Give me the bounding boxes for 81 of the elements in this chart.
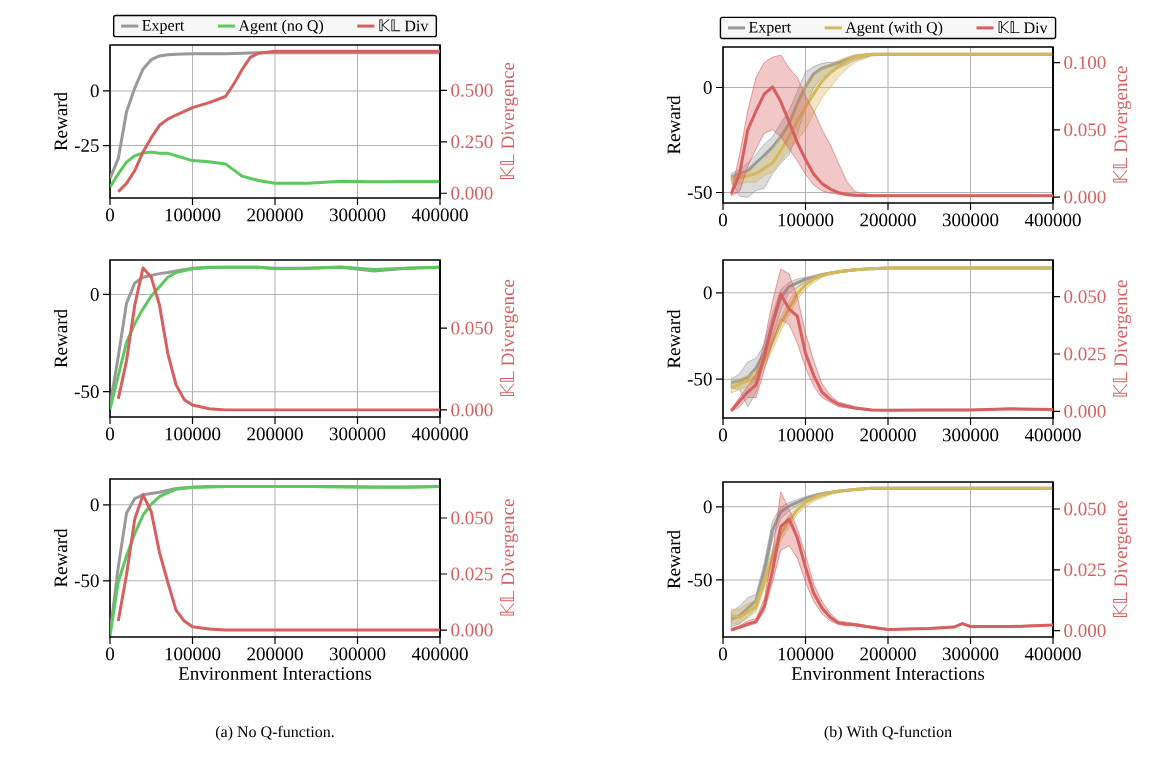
x-tick-label: 300000 — [942, 647, 999, 661]
y2-tick-label: 0.050 — [451, 511, 493, 525]
x-tick-label: 400000 — [411, 427, 468, 441]
y2-tick-label: 0.250 — [451, 135, 493, 149]
x-tick-label: 200000 — [860, 647, 916, 661]
y-tick-label: 0 — [90, 288, 99, 301]
x-tick-label: 200000 — [860, 213, 916, 227]
y2-tick-label: 0.000 — [1064, 624, 1106, 638]
x-tick-label: 100000 — [778, 647, 834, 661]
x-tick-label: 0 — [718, 428, 728, 442]
y-tick-label: -50 — [687, 186, 712, 199]
legend-label: Agent (no Q) — [238, 19, 324, 35]
x-tick-label: 400000 — [411, 208, 468, 222]
y2-axis-title: 𝕂𝕃 Divergence — [500, 499, 519, 616]
x-tick-label: 0 — [105, 647, 115, 661]
x-tick-label: 400000 — [1024, 647, 1081, 661]
text: (a) No Q-function. — [215, 725, 334, 741]
y-tick-label: -25 — [74, 139, 99, 152]
x-tick-label: 300000 — [329, 647, 386, 661]
y-tick-label: -50 — [687, 372, 712, 386]
x-tick-label: 400000 — [411, 647, 468, 661]
y-axis-title: Reward — [666, 95, 681, 154]
x-tick-label: 300000 — [329, 427, 386, 441]
text: (b) With Q-function — [824, 725, 952, 741]
y-tick-label: 0 — [90, 498, 99, 512]
x-tick-label: 200000 — [860, 428, 916, 442]
y-axis-title: Reward — [666, 530, 681, 589]
x-tick-label: 300000 — [329, 208, 386, 222]
x-tick-label: 100000 — [778, 428, 834, 442]
y-tick-label: -50 — [687, 573, 712, 587]
y2-axis-title: 𝕂𝕃 Divergence — [1113, 66, 1132, 183]
legend-label: Expert — [748, 21, 792, 36]
legend-label: 𝕂𝕃 Div — [379, 19, 429, 32]
legend-label: 𝕂𝕃 Div — [998, 21, 1048, 34]
y2-tick-label: 0.000 — [451, 623, 493, 637]
y2-tick-label: 0.100 — [1064, 56, 1106, 70]
x-tick-label: 300000 — [942, 428, 999, 442]
y2-tick-label: 0.025 — [1064, 563, 1106, 577]
y-axis-title: Reward — [53, 92, 68, 151]
y2-tick-label: 0.050 — [1064, 502, 1106, 516]
x-tick-label: 0 — [105, 427, 115, 441]
y-tick-label: -50 — [74, 385, 99, 399]
x-tick-label: 300000 — [942, 213, 999, 227]
y2-tick-label: 0.050 — [1064, 290, 1106, 304]
y2-tick-label: 0.000 — [451, 403, 493, 417]
x-tick-label: 0 — [718, 647, 728, 661]
y-tick-label: 0 — [703, 81, 712, 94]
x-tick-label: 0 — [105, 208, 115, 222]
legend-label: Expert — [142, 20, 185, 34]
x-tick-label: 100000 — [165, 427, 221, 441]
x-tick-label: 400000 — [1024, 213, 1081, 227]
y2-tick-label: 0.000 — [451, 186, 493, 200]
x-tick-label: 200000 — [247, 208, 303, 222]
y2-axis-title: 𝕂𝕃 Divergence — [500, 62, 519, 179]
x-tick-label: 100000 — [165, 208, 221, 222]
x-axis-title: Environment Interactions — [791, 667, 985, 680]
x-tick-label: 200000 — [247, 647, 303, 661]
y-tick-label: 0 — [703, 286, 712, 300]
y2-axis-title: 𝕂𝕃 Divergence — [1113, 500, 1132, 617]
y-axis-title: Reward — [53, 528, 68, 587]
y-tick-label: 0 — [703, 500, 712, 514]
y2-tick-label: 0.500 — [451, 83, 493, 97]
x-axis-title: Environment Interactions — [178, 667, 372, 680]
y-axis-title: Reward — [666, 309, 681, 368]
x-tick-label: 400000 — [1024, 428, 1081, 442]
y-tick-label: 0 — [90, 84, 99, 98]
legend-label: Agent (with Q) — [845, 21, 943, 37]
y2-axis-title: 𝕂𝕃 Divergence — [1113, 280, 1132, 397]
y-tick-label: -50 — [74, 574, 99, 588]
x-tick-label: 100000 — [778, 213, 834, 227]
y-axis-title: Reward — [53, 309, 68, 368]
y2-tick-label: 0.025 — [1064, 347, 1106, 361]
x-tick-label: 200000 — [247, 427, 303, 441]
y2-axis-title: 𝕂𝕃 Divergence — [500, 279, 519, 396]
y2-tick-label: 0.000 — [1064, 404, 1106, 418]
x-tick-label: 0 — [718, 213, 728, 227]
y2-tick-label: 0.050 — [1064, 123, 1106, 137]
y2-tick-label: 0.025 — [451, 567, 493, 581]
y2-tick-label: 0.000 — [1064, 190, 1106, 204]
y2-tick-label: 0.050 — [451, 321, 493, 335]
x-tick-label: 100000 — [165, 647, 221, 661]
